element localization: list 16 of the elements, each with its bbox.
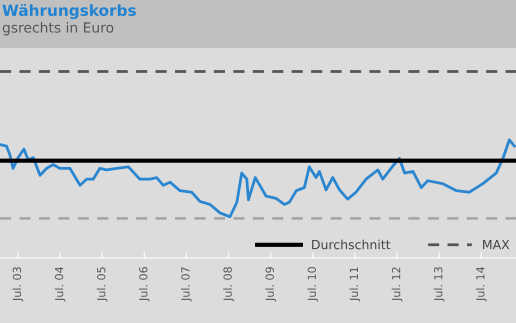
legend-label: Durchschnitt [312, 240, 390, 250]
x-tick-label: Jul. 04 [54, 266, 66, 302]
chart-subtitle: gsrechts in Euro [2, 22, 114, 36]
x-tick-label: Jul. 05 [96, 267, 108, 302]
x-tick-label: Jul. 11 [350, 267, 360, 302]
x-tick-label: Jul. 13 [434, 267, 444, 302]
x-tick-label: Jul. 10 [307, 267, 318, 302]
x-tick-label: Jul. 14 [476, 266, 487, 302]
x-tick-label: Jul. 12 [392, 267, 402, 302]
x-tick-label: Jul. 03 [12, 267, 24, 302]
x-tick-label: Jul. 08 [223, 267, 234, 302]
x-tick-label: Jul. 07 [181, 267, 192, 302]
x-tick-label: Jul. 06 [138, 267, 150, 302]
x-tick-label: Jul. 09 [265, 267, 276, 302]
chart-title: Währungskorbs [2, 4, 136, 20]
legend-label: MAX [483, 240, 510, 250]
